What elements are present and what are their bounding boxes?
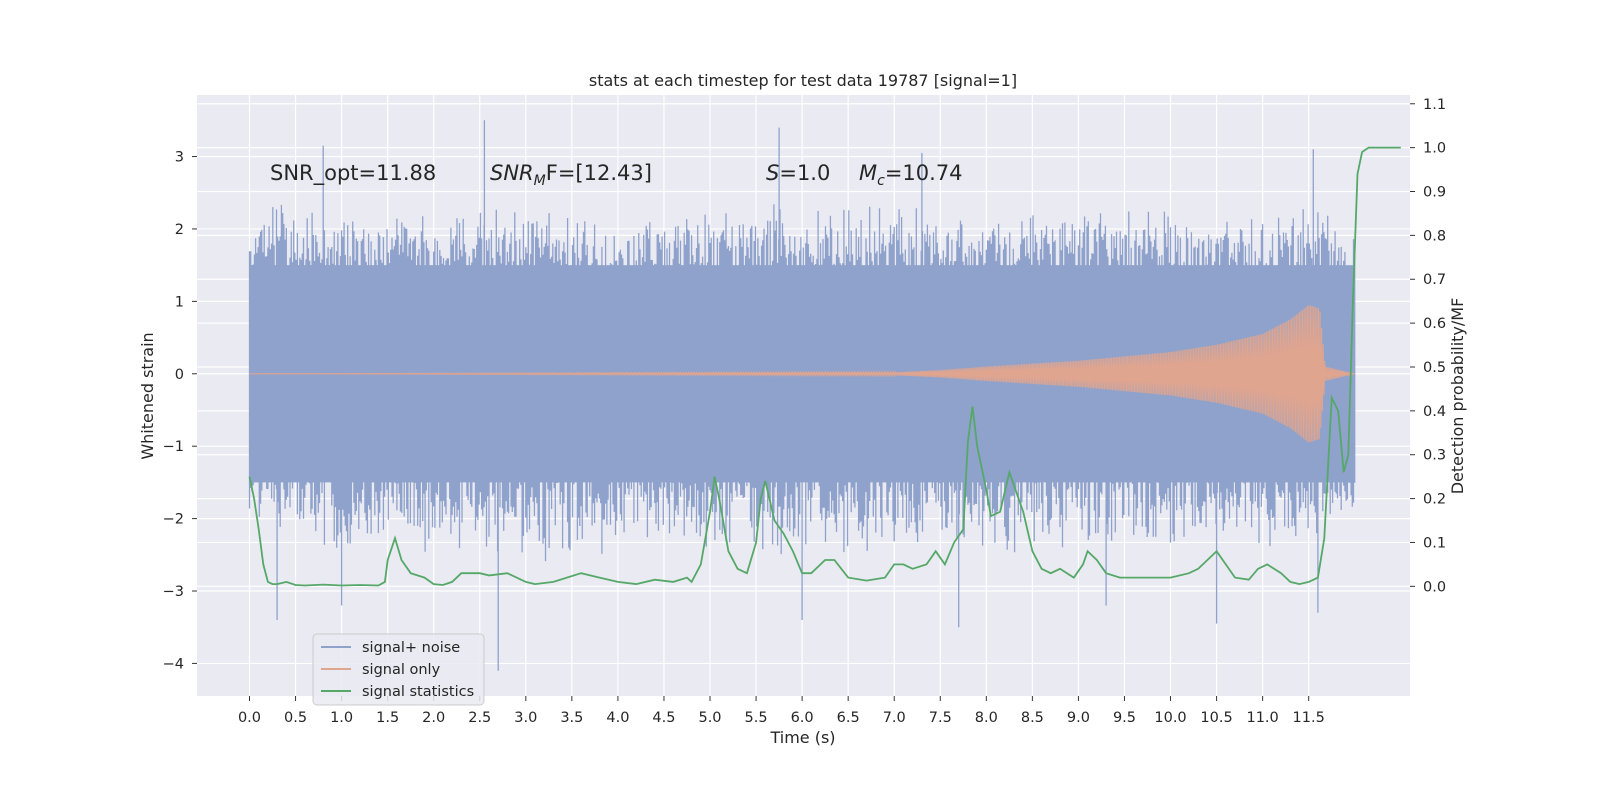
chart-title: stats at each timestep for test data 197… (589, 71, 1017, 90)
x-tick-label: 9.5 (1113, 710, 1136, 726)
y2-axis-label: Detection probability/MF (1448, 298, 1467, 495)
x-tick-label: 11.5 (1293, 710, 1325, 726)
annotation-s: S=1.0 (766, 161, 830, 185)
y2-tick-label: 1.1 (1423, 97, 1446, 113)
y-axis-ticks: 3 2 1 0 −1 −2 −3 −4 (163, 150, 197, 672)
y-tick-label: −3 (163, 584, 184, 600)
y-tick-label: 0 (175, 367, 184, 383)
y-tick-label: −2 (163, 512, 184, 528)
y-tick-label: −4 (163, 656, 184, 672)
x-tick-label: 1.5 (376, 710, 399, 726)
legend-label-signal-plus-noise: signal+ noise (362, 640, 460, 656)
annotation-mc: Mc=10.74 (859, 161, 963, 189)
x-tick-label: 5.5 (745, 710, 768, 726)
annotation-snr-opt: SNR_opt=11.88 (270, 161, 436, 186)
y-tick-label: 3 (175, 150, 184, 166)
y2-tick-label: 0.8 (1423, 228, 1446, 244)
x-tick-label: 11.0 (1246, 710, 1278, 726)
series-signal-statistics (248, 146, 1401, 587)
y2-axis-ticks: 0.0 0.1 0.2 0.3 0.4 0.5 0.6 0.7 0.8 0.9 1.0 1.1 (1410, 97, 1446, 595)
x-tick-label: 8.5 (1021, 710, 1044, 726)
x-tick-label: 10.5 (1200, 710, 1232, 726)
y2-tick-label: 0.0 (1423, 579, 1446, 595)
y-tick-label: −1 (163, 439, 184, 455)
legend-label-signal-statistics: signal statistics (362, 684, 474, 700)
y2-tick-label: 0.9 (1423, 185, 1446, 201)
legend: signal+ noise signal only signal statist… (312, 633, 485, 706)
x-tick-label: 2.0 (422, 710, 445, 726)
x-tick-label: 8.0 (975, 710, 998, 726)
y2-tick-label: 1.0 (1423, 141, 1446, 157)
x-tick-label: 3.5 (560, 710, 583, 726)
annotation-snr-mf-suffix: F=[12.43] (546, 161, 652, 185)
y2-tick-label: 0.5 (1423, 360, 1446, 376)
y2-tick-label: 0.1 (1423, 535, 1446, 551)
annotation-mc-value: =10.74 (885, 161, 963, 185)
annotation-mc-var: M (859, 161, 877, 185)
x-tick-label: 5.0 (698, 710, 721, 726)
x-tick-label: 3.0 (514, 710, 537, 726)
y2-tick-label: 0.4 (1423, 404, 1446, 420)
x-tick-label: 6.5 (837, 710, 860, 726)
x-tick-label: 2.5 (468, 710, 491, 726)
annotation-snr-mf-sub: M (534, 173, 546, 189)
annotation-mc-sub: c (877, 173, 885, 189)
y2-tick-label: 0.3 (1423, 448, 1446, 464)
y-tick-label: 2 (175, 222, 184, 238)
y-tick-label: 1 (175, 294, 184, 310)
x-tick-label: 0.5 (284, 710, 307, 726)
series-signal-only (249, 305, 1355, 443)
x-tick-label: 0.0 (238, 710, 261, 726)
x-tick-label: 7.5 (929, 710, 952, 726)
annotation-snr-mf-prefix: SNR (490, 161, 534, 185)
annotation-s-var: S (766, 161, 779, 185)
x-tick-label: 1.0 (330, 710, 353, 726)
y-axis-label: Whitened strain (138, 332, 157, 459)
legend-label-signal-only: signal only (362, 662, 441, 678)
annotation-s-value: =1.0 (779, 161, 830, 185)
x-tick-label: 6.0 (791, 710, 814, 726)
x-tick-label: 4.5 (652, 710, 675, 726)
y2-tick-label: 0.2 (1423, 492, 1446, 508)
y2-tick-label: 0.7 (1423, 272, 1446, 288)
signal-trace (249, 305, 1355, 443)
x-tick-label: 4.0 (606, 710, 629, 726)
x-tick-label: 9.0 (1067, 710, 1090, 726)
x-tick-label: 7.0 (883, 710, 906, 726)
x-tick-label: 10.0 (1154, 710, 1186, 726)
x-axis-ticks: 0.0 0.5 1.0 1.5 2.0 2.5 3.0 3.5 4.0 4.5 5.0 5.5 6.0 6… (238, 696, 1325, 726)
statistics-line (248, 146, 1401, 587)
x-axis-label: Time (s) (769, 728, 835, 747)
annotation-snr-mf: SNRMF=[12.43] (490, 161, 652, 189)
legend-box (312, 633, 485, 706)
y2-tick-label: 0.6 (1423, 316, 1446, 332)
